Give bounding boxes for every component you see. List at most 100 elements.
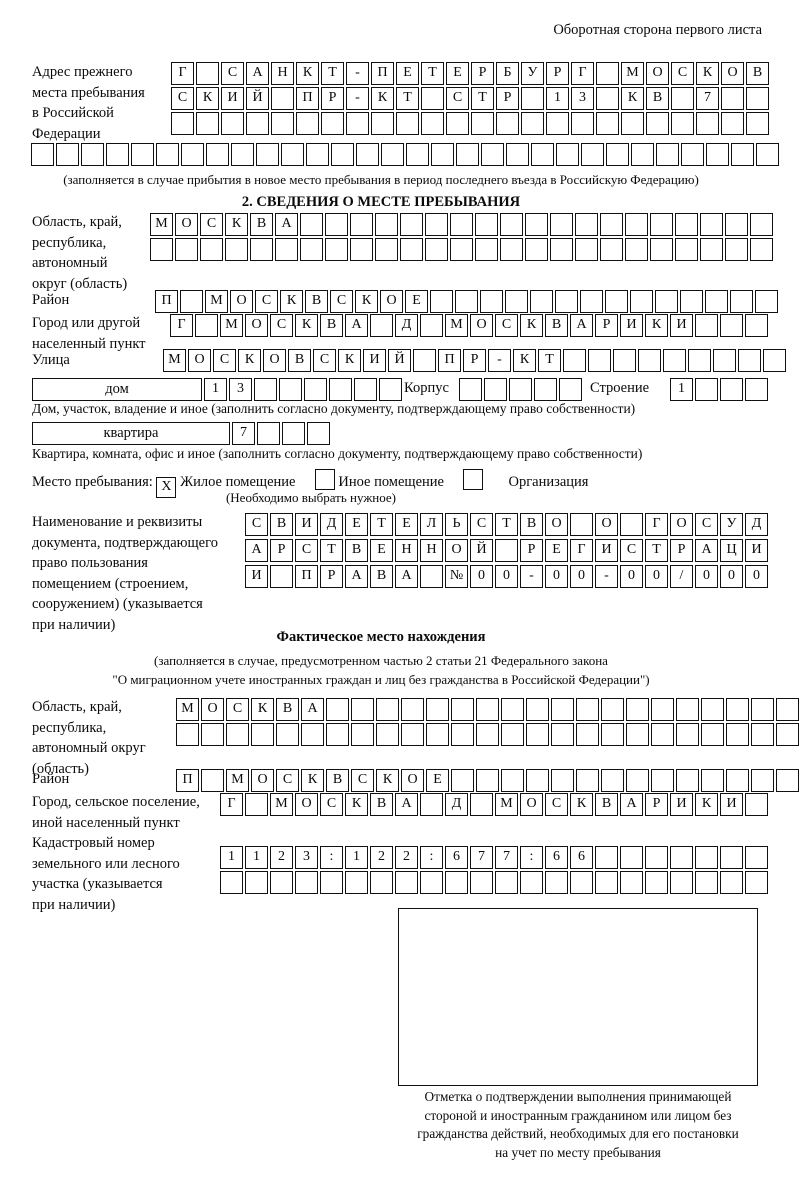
actual-region-row-2[interactable] [176, 723, 800, 746]
char-cell[interactable] [746, 87, 769, 110]
char-cell[interactable] [245, 793, 268, 816]
char-cell[interactable]: В [250, 213, 273, 236]
region-row-2[interactable] [150, 238, 775, 261]
char-cell[interactable] [676, 769, 699, 792]
char-cell[interactable] [534, 378, 557, 401]
char-cell[interactable] [400, 238, 423, 261]
char-cell[interactable] [455, 290, 478, 313]
char-cell[interactable]: М [205, 290, 228, 313]
char-cell[interactable]: С [320, 793, 343, 816]
char-cell[interactable] [681, 143, 704, 166]
char-cell[interactable] [506, 143, 529, 166]
char-cell[interactable]: Р [670, 539, 693, 562]
char-cell[interactable]: С [270, 314, 293, 337]
char-cell[interactable]: К [196, 87, 219, 110]
char-cell[interactable] [56, 143, 79, 166]
char-cell[interactable]: Ц [720, 539, 743, 562]
char-cell[interactable] [725, 213, 748, 236]
char-cell[interactable]: О [595, 513, 618, 536]
char-cell[interactable] [651, 698, 674, 721]
char-cell[interactable]: Н [271, 62, 294, 85]
char-cell[interactable] [430, 290, 453, 313]
char-cell[interactable]: Г [571, 62, 594, 85]
char-cell[interactable]: П [295, 565, 318, 588]
char-cell[interactable] [530, 290, 553, 313]
char-cell[interactable]: Е [345, 513, 368, 536]
char-cell[interactable]: М [621, 62, 644, 85]
char-cell[interactable] [295, 871, 318, 894]
char-cell[interactable] [420, 565, 443, 588]
char-cell[interactable]: Р [471, 62, 494, 85]
char-cell[interactable] [475, 213, 498, 236]
char-cell[interactable]: О [646, 62, 669, 85]
char-cell[interactable]: О [295, 793, 318, 816]
char-cell[interactable]: О [201, 698, 224, 721]
char-cell[interactable] [181, 143, 204, 166]
char-cell[interactable] [270, 871, 293, 894]
char-cell[interactable]: 1 [220, 846, 243, 869]
char-cell[interactable] [81, 143, 104, 166]
char-cell[interactable]: 1 [670, 378, 693, 401]
char-cell[interactable]: В [288, 349, 311, 372]
char-cell[interactable] [425, 238, 448, 261]
char-cell[interactable] [326, 698, 349, 721]
char-cell[interactable]: В [326, 769, 349, 792]
char-cell[interactable] [645, 846, 668, 869]
char-cell[interactable]: С [620, 539, 643, 562]
char-cell[interactable] [276, 723, 299, 746]
char-cell[interactable] [601, 769, 624, 792]
char-cell[interactable] [745, 871, 768, 894]
char-cell[interactable] [738, 349, 761, 372]
char-cell[interactable] [570, 513, 593, 536]
char-cell[interactable]: В [595, 793, 618, 816]
char-cell[interactable]: 2 [395, 846, 418, 869]
char-cell[interactable]: Р [546, 62, 569, 85]
char-cell[interactable]: 3 [295, 846, 318, 869]
char-cell[interactable]: С [200, 213, 223, 236]
char-cell[interactable]: Ь [445, 513, 468, 536]
char-cell[interactable]: Й [470, 539, 493, 562]
char-cell[interactable]: К [520, 314, 543, 337]
char-cell[interactable] [496, 112, 519, 135]
char-cell[interactable] [675, 213, 698, 236]
char-cell[interactable] [576, 769, 599, 792]
char-cell[interactable]: С [446, 87, 469, 110]
char-cell[interactable]: С [671, 62, 694, 85]
char-cell[interactable] [731, 143, 754, 166]
char-cell[interactable]: К [345, 793, 368, 816]
char-cell[interactable]: Т [495, 513, 518, 536]
char-cell[interactable]: С [313, 349, 336, 372]
char-cell[interactable] [605, 290, 628, 313]
char-cell[interactable] [751, 698, 774, 721]
char-cell[interactable] [246, 112, 269, 135]
char-cell[interactable]: В [305, 290, 328, 313]
char-cell[interactable]: В [345, 539, 368, 562]
char-cell[interactable] [663, 349, 686, 372]
char-cell[interactable] [354, 378, 377, 401]
char-cell[interactable]: 2 [270, 846, 293, 869]
char-cell[interactable]: В [276, 698, 299, 721]
char-cell[interactable] [171, 112, 194, 135]
stroenie-cells[interactable]: 1 [670, 378, 770, 401]
char-cell[interactable]: С [470, 513, 493, 536]
char-cell[interactable] [381, 143, 404, 166]
char-cell[interactable] [726, 723, 749, 746]
char-cell[interactable] [421, 87, 444, 110]
char-cell[interactable] [695, 378, 718, 401]
char-cell[interactable] [613, 349, 636, 372]
char-cell[interactable]: Р [320, 565, 343, 588]
char-cell[interactable] [675, 238, 698, 261]
char-cell[interactable]: К [695, 793, 718, 816]
char-cell[interactable] [531, 143, 554, 166]
char-cell[interactable] [621, 112, 644, 135]
char-cell[interactable]: И [595, 539, 618, 562]
char-cell[interactable]: В [370, 793, 393, 816]
char-cell[interactable] [776, 723, 799, 746]
char-cell[interactable] [470, 793, 493, 816]
char-cell[interactable] [420, 793, 443, 816]
char-cell[interactable] [526, 769, 549, 792]
char-cell[interactable] [720, 314, 743, 337]
